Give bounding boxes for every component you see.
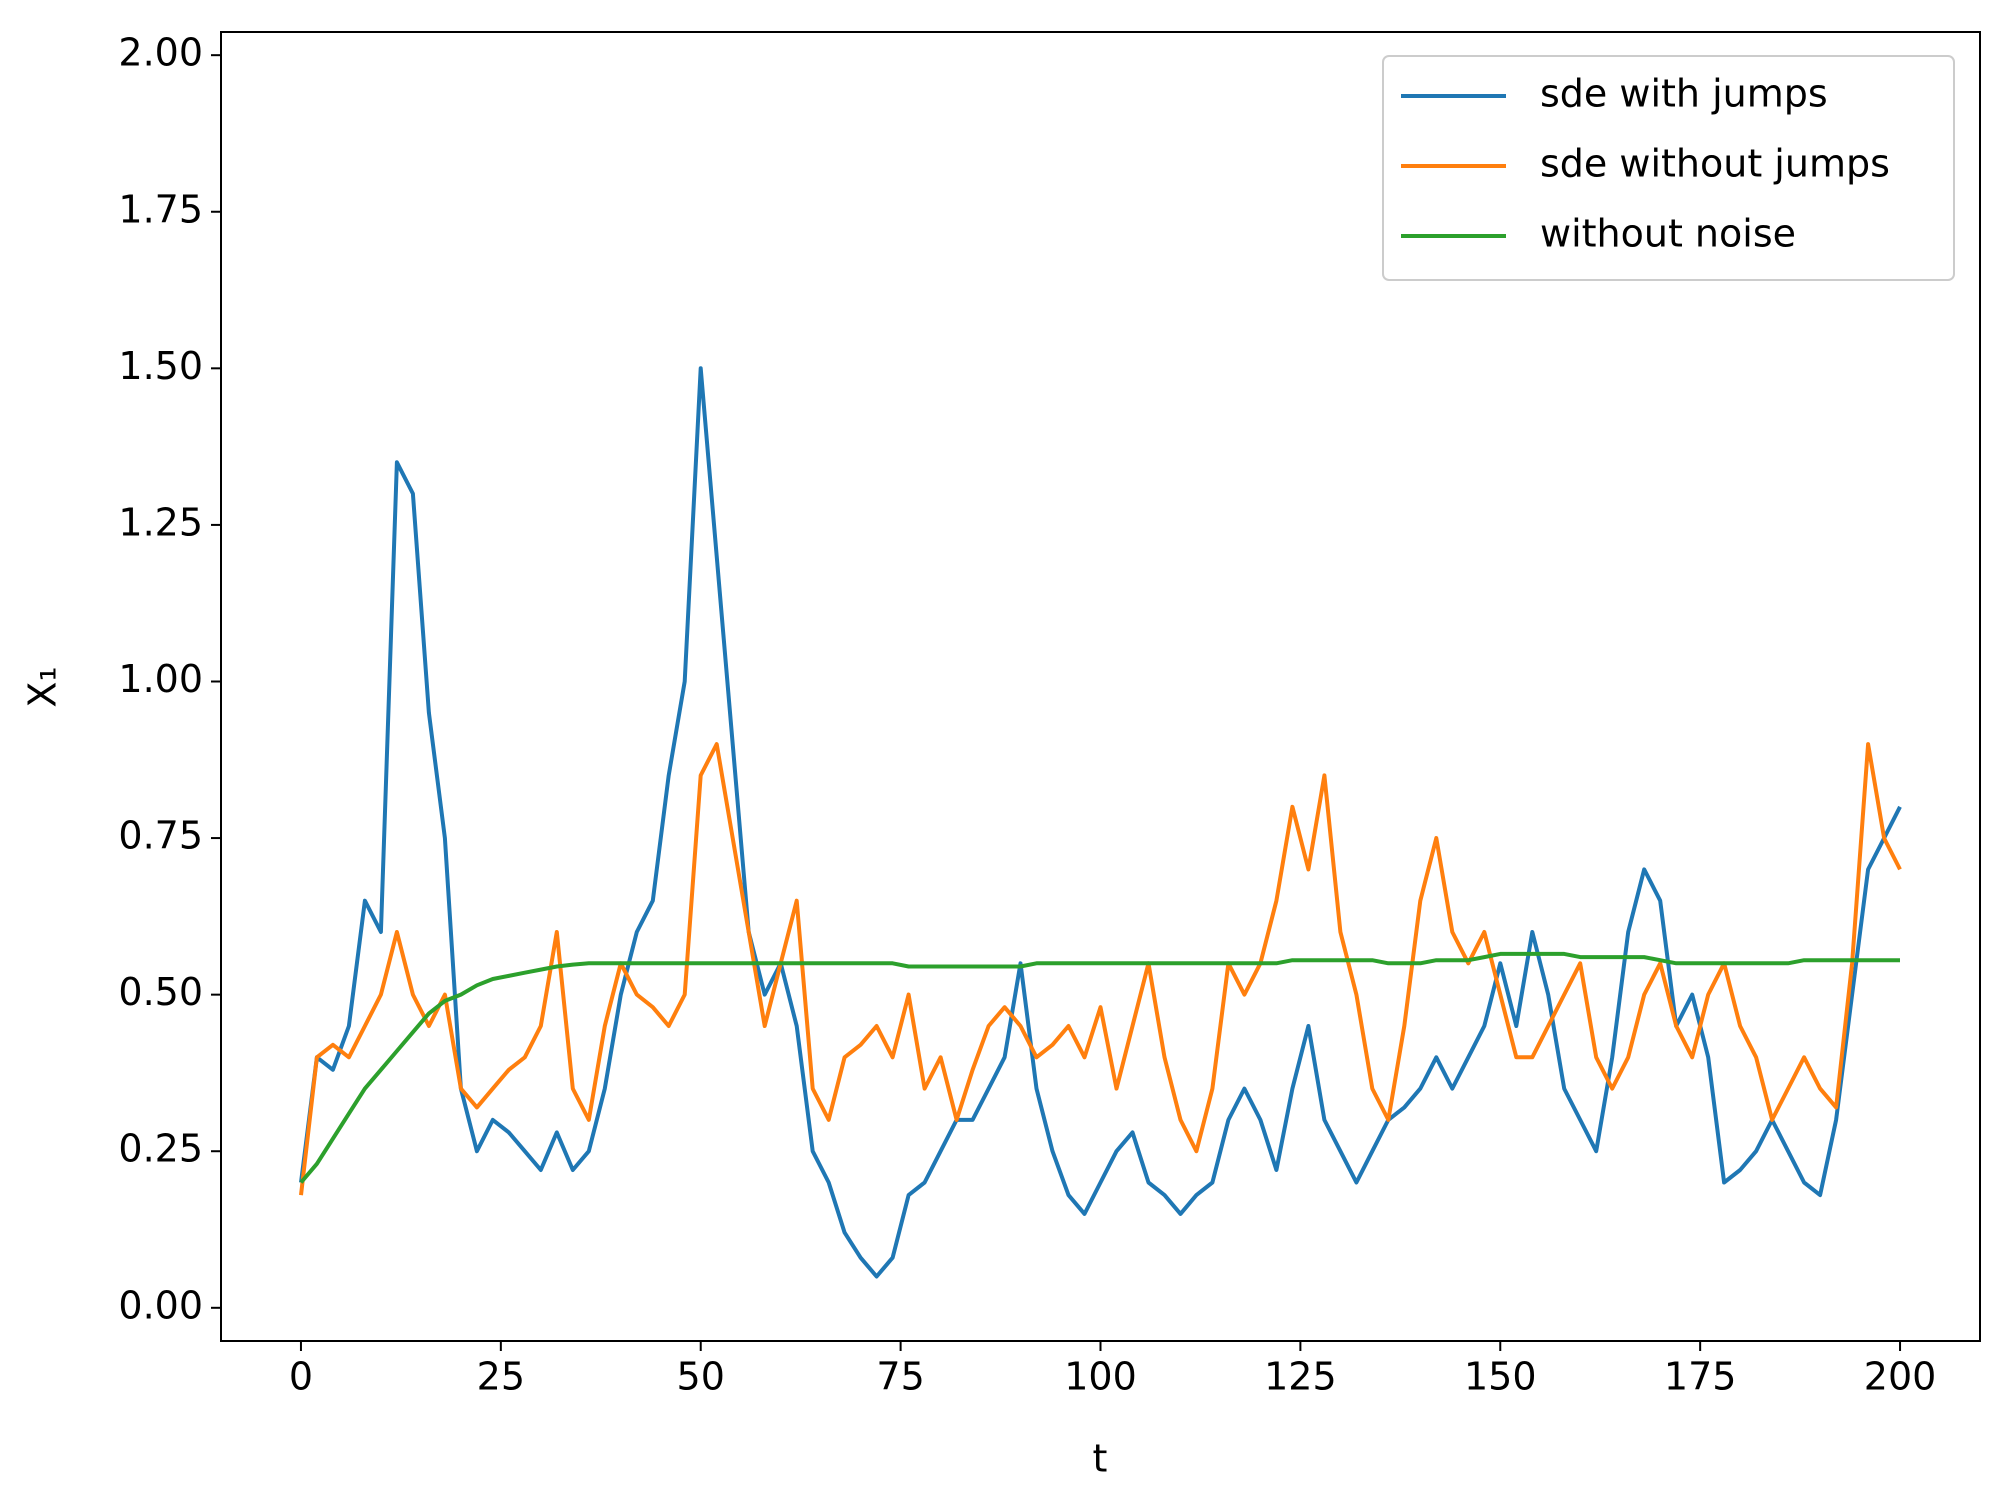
- x-tick-label: 175: [1664, 1355, 1737, 1399]
- y-tick-label: 0.50: [118, 970, 203, 1014]
- plot-frame: [220, 31, 1981, 1342]
- y-tick-label: 2.00: [118, 31, 203, 75]
- legend-label: without noise: [1540, 212, 1796, 256]
- x-tick-label: 125: [1264, 1355, 1337, 1399]
- legend-box: [1382, 55, 1955, 281]
- x-tick-label: 200: [1864, 1355, 1937, 1399]
- x-axis-label: t: [1093, 1437, 1108, 1481]
- y-tick-label: 1.50: [118, 344, 203, 388]
- legend-label: sde with jumps: [1540, 72, 1828, 116]
- y-tick-label: 1.25: [118, 500, 203, 544]
- series-line: [299, 366, 1902, 1279]
- y-axis-label: X₁: [21, 666, 65, 707]
- series-line: [299, 951, 1900, 1184]
- legend-label: sde without jumps: [1540, 142, 1890, 186]
- x-tick-label: 75: [876, 1355, 924, 1399]
- y-tick-label: 1.00: [118, 657, 203, 701]
- x-tick-label: 50: [677, 1355, 725, 1399]
- y-tick-label: 0.75: [118, 814, 203, 858]
- y-tick-label: 0.25: [118, 1127, 203, 1171]
- y-tick-label: 1.75: [118, 187, 203, 231]
- x-tick-label: 0: [289, 1355, 313, 1399]
- x-tick-label: 25: [477, 1355, 525, 1399]
- y-tick-label: 0.00: [118, 1283, 203, 1327]
- x-tick-label: 100: [1064, 1355, 1137, 1399]
- series-line: [299, 742, 1902, 1196]
- x-tick-label: 150: [1464, 1355, 1537, 1399]
